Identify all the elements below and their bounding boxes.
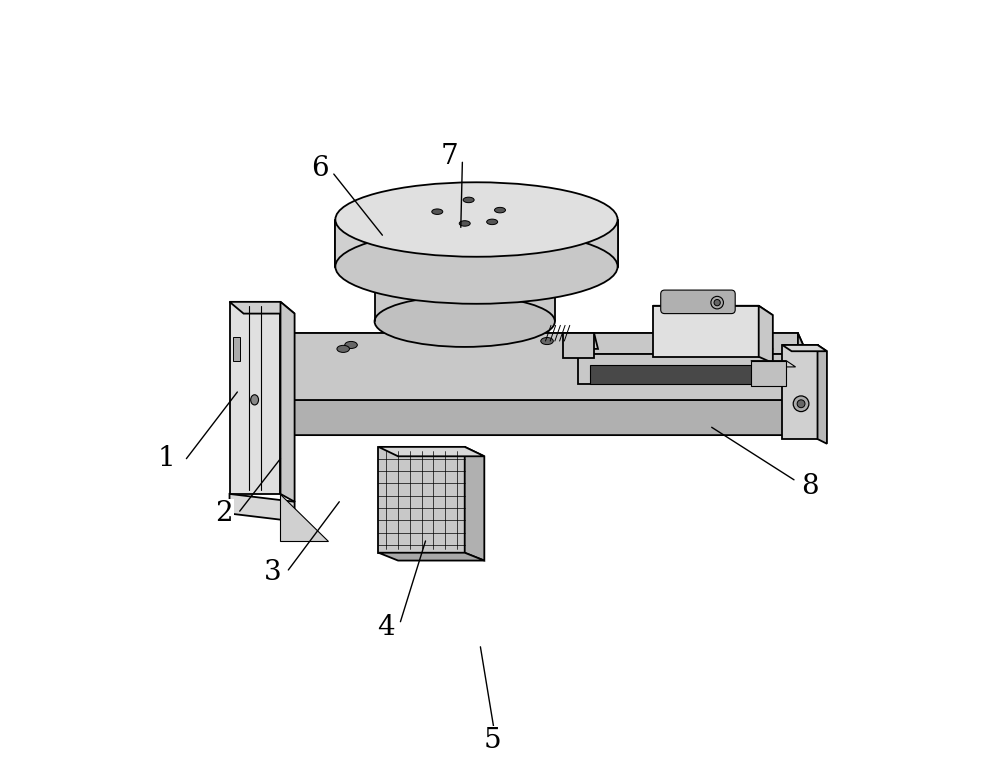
Ellipse shape	[487, 220, 498, 225]
Polygon shape	[230, 302, 295, 314]
Text: 5: 5	[483, 728, 501, 754]
Polygon shape	[782, 345, 818, 439]
Polygon shape	[280, 302, 295, 502]
Polygon shape	[277, 333, 798, 400]
Text: 3: 3	[264, 559, 281, 586]
Text: 1: 1	[158, 445, 176, 472]
Ellipse shape	[345, 342, 357, 349]
Polygon shape	[230, 302, 280, 494]
FancyBboxPatch shape	[661, 290, 735, 314]
Ellipse shape	[251, 395, 259, 405]
Polygon shape	[759, 306, 773, 363]
Polygon shape	[563, 333, 594, 358]
Ellipse shape	[711, 296, 723, 309]
Ellipse shape	[335, 183, 618, 257]
Ellipse shape	[495, 207, 505, 213]
Polygon shape	[563, 333, 598, 349]
Ellipse shape	[375, 296, 555, 347]
Polygon shape	[751, 361, 786, 386]
Text: 8: 8	[801, 473, 818, 499]
Ellipse shape	[793, 396, 809, 412]
Bar	[233, 337, 240, 361]
Ellipse shape	[463, 197, 474, 203]
Polygon shape	[230, 494, 295, 521]
Polygon shape	[277, 333, 814, 368]
Ellipse shape	[337, 345, 349, 353]
Polygon shape	[653, 306, 759, 357]
Ellipse shape	[335, 230, 618, 304]
Polygon shape	[798, 333, 814, 435]
Polygon shape	[578, 354, 802, 362]
Ellipse shape	[375, 241, 555, 292]
Text: 2: 2	[215, 500, 233, 527]
Polygon shape	[375, 267, 555, 321]
Polygon shape	[277, 400, 814, 435]
Polygon shape	[280, 494, 328, 541]
Polygon shape	[751, 361, 796, 367]
Ellipse shape	[714, 299, 720, 306]
Polygon shape	[653, 306, 773, 315]
Ellipse shape	[541, 337, 553, 345]
Polygon shape	[590, 365, 778, 384]
Polygon shape	[465, 447, 484, 561]
Ellipse shape	[432, 209, 443, 215]
Text: 4: 4	[378, 614, 395, 641]
Polygon shape	[378, 447, 465, 553]
Polygon shape	[378, 447, 484, 456]
Polygon shape	[578, 354, 790, 384]
Ellipse shape	[760, 345, 773, 353]
Polygon shape	[378, 553, 484, 561]
Ellipse shape	[713, 343, 726, 350]
Polygon shape	[782, 345, 827, 351]
Polygon shape	[335, 220, 618, 267]
Ellipse shape	[459, 221, 470, 227]
Text: 7: 7	[440, 143, 458, 170]
Ellipse shape	[797, 400, 805, 408]
Text: 6: 6	[311, 155, 328, 182]
Polygon shape	[818, 345, 827, 444]
